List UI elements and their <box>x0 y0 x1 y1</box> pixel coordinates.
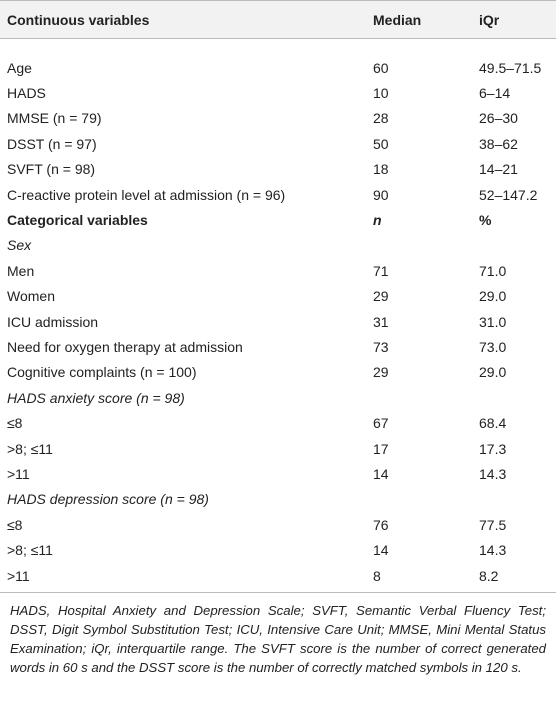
table-cell: 26–30 <box>479 110 518 127</box>
table-header: Continuous variables Median iQr <box>0 0 556 39</box>
table-cell: 52–147.2 <box>479 186 538 203</box>
header-cell: iQr <box>479 11 500 28</box>
table-cell: 29.0 <box>479 364 507 381</box>
table-cell: Need for oxygen therapy at admission <box>7 338 243 355</box>
table-cell: 76 <box>373 516 389 533</box>
table-cell: 17 <box>373 440 389 457</box>
table-cell: 8 <box>373 567 381 584</box>
data-table: Continuous variables Median iQr Age 60 49.… <box>0 0 556 593</box>
table-cell <box>366 487 472 512</box>
table-cell: 38–62 <box>479 135 518 152</box>
table-cell <box>472 385 556 410</box>
table-cell: 90 <box>373 186 389 203</box>
table-row: HADS anxiety score (n = 98) <box>0 385 556 410</box>
table-row: ≤8 76 77.5 <box>0 512 556 537</box>
table-body: Age 60 49.5–71.5 HADS 10 6–14 MMSE (n = 79) 28 2… <box>0 39 556 593</box>
table-cell: Categorical variables <box>7 212 148 229</box>
table-cell: ≤8 <box>7 516 23 533</box>
table-cell: % <box>479 212 492 229</box>
table-cell: Women <box>7 288 55 305</box>
table-cell: 71.0 <box>479 262 507 279</box>
table-cell: Cognitive complaints (n = 100) <box>7 364 197 381</box>
table-cell: >11 <box>7 465 30 482</box>
table-cell <box>472 233 556 258</box>
table-cell: 60 <box>373 59 389 76</box>
table-cell: 50 <box>373 135 389 152</box>
table-row: Age 60 49.5–71.5 <box>0 39 556 81</box>
table-cell: 14.3 <box>479 465 507 482</box>
table-row: Women 29 29.0 <box>0 284 556 309</box>
table-row: SVFT (n = 98) 18 14–21 <box>0 157 556 182</box>
table-cell: Age <box>7 59 32 76</box>
table-cell: 31 <box>373 313 389 330</box>
table-cell: 17.3 <box>479 440 507 457</box>
table-cell: 14 <box>373 542 389 559</box>
table-row: >8; ≤11 17 17.3 <box>0 436 556 461</box>
table-cell: 28 <box>373 110 389 127</box>
table-cell: 10 <box>373 85 389 102</box>
table-cell: 18 <box>373 161 389 178</box>
table-cell: C-reactive protein level at admission (n… <box>7 186 286 203</box>
table-row: Cognitive complaints (n = 100) 29 29.0 <box>0 360 556 385</box>
table-cell <box>366 233 472 258</box>
table-row: C-reactive protein level at admission (n… <box>0 182 556 207</box>
table-cell: ICU admission <box>7 313 99 330</box>
table-cell: 29 <box>373 364 389 381</box>
table-cell: >8; ≤11 <box>7 542 53 559</box>
table-cell: 14.3 <box>479 542 507 559</box>
table-row: ICU admission 31 31.0 <box>0 309 556 334</box>
table-row: Sex <box>0 233 556 258</box>
table-cell: 49.5–71.5 <box>479 59 542 76</box>
table-cell: >11 <box>7 567 30 584</box>
table-cell: Sex <box>7 237 32 254</box>
header-row: Continuous variables Median iQr <box>0 0 556 39</box>
header-cell: Continuous variables <box>7 11 150 28</box>
table-row: Men 71 71.0 <box>0 258 556 283</box>
table-cell: 31.0 <box>479 313 507 330</box>
table-cell <box>366 385 472 410</box>
table-cell <box>472 487 556 512</box>
table-cell: 6–14 <box>479 85 511 102</box>
table-cell: 73 <box>373 338 389 355</box>
table-cell: 14–21 <box>479 161 518 178</box>
table-row: HADS 10 6–14 <box>0 80 556 105</box>
header-cell: Median <box>373 11 422 28</box>
table-cell: >8; ≤11 <box>7 440 53 457</box>
table-row: Categorical variables n% <box>0 207 556 232</box>
table-row: >11 14 14.3 <box>0 461 556 486</box>
table-cell: DSST (n = 97) <box>7 135 97 152</box>
table-cell: 71 <box>373 262 389 279</box>
table-cell: n <box>373 212 382 229</box>
table-row: >11 8 8.2 <box>0 563 556 593</box>
table-cell: 29.0 <box>479 288 507 305</box>
table-cell: HADS <box>7 85 46 102</box>
table-cell: 8.2 <box>479 567 499 584</box>
table-row: MMSE (n = 79) 28 26–30 <box>0 106 556 131</box>
table-cell: SVFT (n = 98) <box>7 161 96 178</box>
table-cell: HADS anxiety score (n = 98) <box>7 389 185 406</box>
table-row: DSST (n = 97) 50 38–62 <box>0 131 556 156</box>
table-cell: 73.0 <box>479 338 507 355</box>
table-cell: HADS depression score (n = 98) <box>7 491 209 508</box>
table-cell: ≤8 <box>7 415 23 432</box>
table-row: >8; ≤11 14 14.3 <box>0 537 556 562</box>
footnote: HADS, Hospital Anxiety and Depression Sc… <box>10 603 546 676</box>
table-cell: 77.5 <box>479 516 507 533</box>
table-cell: Men <box>7 262 35 279</box>
table-cell: 29 <box>373 288 389 305</box>
table-row: Need for oxygen therapy at admission 73 73… <box>0 334 556 359</box>
table-row: HADS depression score (n = 98) <box>0 487 556 512</box>
table-cell: 14 <box>373 465 389 482</box>
table-cell: 68.4 <box>479 415 507 432</box>
table-cell: MMSE (n = 79) <box>7 110 102 127</box>
table-row: ≤8 67 68.4 <box>0 410 556 435</box>
table-cell: 67 <box>373 415 389 432</box>
